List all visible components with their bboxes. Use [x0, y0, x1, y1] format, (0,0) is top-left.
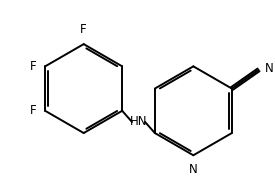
Text: HN: HN: [130, 115, 147, 128]
Text: F: F: [30, 60, 37, 73]
Text: F: F: [30, 104, 37, 117]
Text: N: N: [265, 62, 274, 75]
Text: N: N: [189, 163, 198, 176]
Text: F: F: [80, 23, 87, 36]
